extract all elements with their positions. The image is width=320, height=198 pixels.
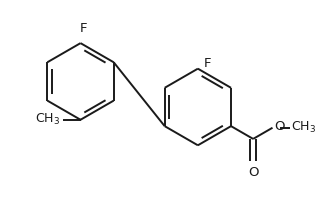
Text: F: F — [80, 22, 87, 35]
Text: O: O — [274, 120, 284, 133]
Text: CH$_3$: CH$_3$ — [291, 120, 316, 135]
Text: O: O — [248, 166, 259, 179]
Text: F: F — [204, 57, 212, 70]
Text: CH$_3$: CH$_3$ — [35, 111, 60, 127]
